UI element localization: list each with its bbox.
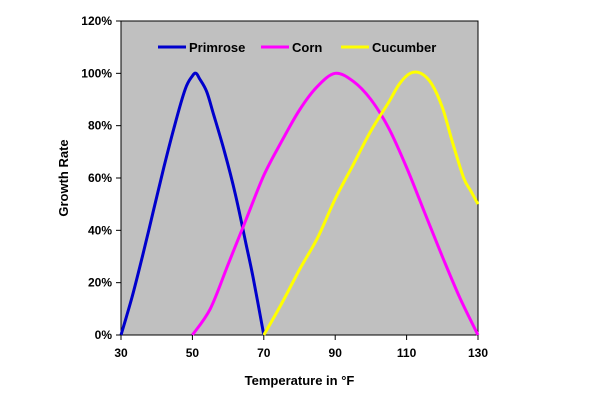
plot-area (120, 20, 479, 336)
y-tick-label: 0% (95, 328, 113, 342)
y-axis-title: Growth Rate (56, 139, 71, 216)
x-tick-label: 110 (397, 346, 417, 360)
legend-label-corn: Corn (292, 40, 322, 55)
x-tick-label: 130 (468, 346, 488, 360)
y-tick-label: 100% (81, 66, 112, 80)
y-tick-label: 40% (88, 223, 112, 237)
legend-label-cucumber: Cucumber (372, 40, 436, 55)
series-line-corn (191, 71, 480, 336)
series-line-primrose (119, 71, 266, 336)
series-line-cucumber (262, 70, 480, 336)
x-tick-label: 90 (329, 346, 343, 360)
x-tick-label: 70 (257, 346, 271, 360)
y-tick-label: 80% (88, 119, 112, 133)
x-tick-label: 30 (114, 346, 128, 360)
y-tick-label: 20% (88, 276, 112, 290)
y-tick-label: 60% (88, 171, 112, 185)
y-tick-label: 120% (81, 14, 112, 28)
x-tick-label: 50 (186, 346, 200, 360)
x-axis-title: Temperature in °F (245, 373, 355, 388)
axes-layer: 30 50 70 90 110 130 0% 20% 40% 60% 80% 100% 120% (81, 14, 488, 360)
series-layer (119, 70, 480, 336)
legend-label-primrose: Primrose (189, 40, 245, 55)
legend: Primrose Corn Cucumber (158, 40, 436, 55)
